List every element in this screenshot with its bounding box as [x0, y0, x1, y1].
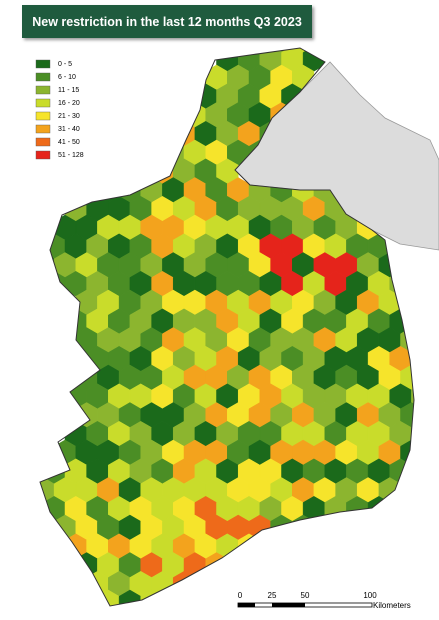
title: New restriction in the last 12 months Q3…: [22, 5, 312, 38]
hex-cell: [40, 252, 55, 278]
hex-cell: [53, 327, 77, 353]
hex-cell: [313, 514, 336, 541]
legend-label: 51 - 128: [58, 152, 84, 159]
legend-swatch: [35, 72, 51, 82]
legend-swatch: [35, 98, 51, 108]
hex-cell: [411, 383, 414, 410]
scale-tick: 100: [363, 591, 377, 600]
legend-swatch: [35, 59, 51, 69]
hex-cell: [183, 64, 206, 91]
scale-tick: 0: [238, 591, 243, 600]
legend-label: 21 - 30: [58, 113, 80, 120]
legend-swatch: [35, 111, 51, 121]
legend-swatch: [35, 137, 51, 147]
hex-cell: [411, 421, 414, 447]
legend-label: 0 - 5: [58, 61, 72, 68]
ireland-outline: [39, 47, 415, 607]
scale-unit: Kilometers: [373, 601, 411, 610]
scale-bar: 0 25 50 100 Kilometers: [237, 591, 411, 610]
legend: 0 - 5 6 - 10 11 - 15 16 - 20 21 - 30 31 - 40 4…: [35, 59, 84, 160]
legend-label: 11 - 15: [58, 87, 79, 94]
legend-label: 16 - 20: [58, 100, 80, 107]
scale-tick: 25: [268, 591, 277, 600]
scale-bar-segment: [238, 603, 255, 607]
legend-swatch: [35, 150, 51, 160]
scale-tick: 50: [301, 591, 310, 600]
legend-label: 6 - 10: [58, 74, 76, 81]
legend-label: 31 - 40: [58, 126, 80, 133]
scale-bar-segment: [272, 603, 305, 607]
legend-swatch: [35, 85, 51, 95]
legend-label: 41 - 50: [58, 139, 80, 146]
legend-swatch: [35, 124, 51, 134]
hex-cell: [411, 346, 414, 372]
